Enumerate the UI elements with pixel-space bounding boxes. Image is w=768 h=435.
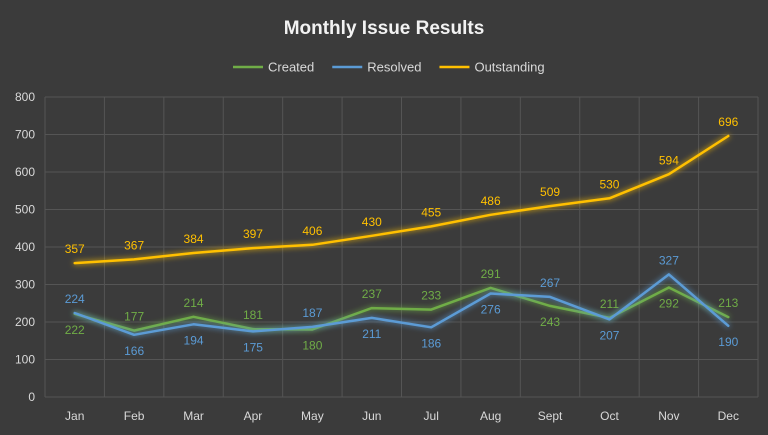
x-tick-label: Sept [538, 409, 563, 423]
data-label-resolved: 211 [362, 327, 381, 341]
data-label-outstanding: 530 [599, 177, 619, 191]
data-label-resolved: 194 [184, 333, 204, 347]
x-tick-label: Apr [244, 409, 263, 423]
data-label-outstanding: 594 [659, 153, 679, 167]
data-label-created: 213 [718, 296, 738, 310]
legend-label-outstanding: Outstanding [474, 60, 544, 75]
data-label-outstanding: 486 [481, 194, 501, 208]
data-label-created: 181 [243, 308, 263, 322]
data-label-outstanding: 509 [540, 185, 560, 199]
x-tick-label: Nov [658, 409, 679, 423]
x-axis: Jan Feb Mar Apr May Jun Jul Aug Sept Oct Nov Dec [65, 409, 739, 423]
x-tick-label: May [301, 409, 324, 423]
x-tick-label: Jul [424, 409, 439, 423]
data-label-created: 291 [481, 267, 501, 281]
data-label-resolved: 187 [302, 306, 322, 320]
data-label-resolved: 327 [659, 253, 679, 267]
series-line-outstanding [73, 134, 730, 265]
series-line-resolved [73, 273, 730, 337]
y-axis: 0 100 200 300 400 500 600 700 800 [15, 90, 35, 404]
data-label-outstanding: 397 [243, 227, 263, 241]
data-label-created: 177 [124, 310, 144, 324]
data-label-resolved: 175 [243, 340, 263, 354]
data-label-resolved: 276 [481, 303, 501, 317]
x-tick-label: Jun [362, 409, 381, 423]
data-label-resolved: 207 [599, 328, 619, 342]
data-label-created: 233 [421, 289, 441, 303]
data-label-resolved: 224 [65, 292, 85, 306]
y-tick-label: 300 [15, 278, 35, 292]
series-group: 222 177 214 181 180 237 233 291 243 211 292 213 224 1… [65, 115, 739, 358]
x-tick-label: Feb [124, 409, 145, 423]
data-label-created: 214 [184, 296, 204, 310]
legend-label-resolved: Resolved [367, 60, 421, 75]
data-label-outstanding: 406 [302, 224, 322, 238]
legend: Created Resolved Outstanding [233, 60, 545, 75]
x-tick-label: Aug [480, 409, 501, 423]
y-tick-label: 200 [15, 315, 35, 329]
chart-title: Monthly Issue Results [284, 18, 485, 39]
data-label-outstanding: 455 [421, 205, 441, 219]
data-label-resolved: 190 [718, 335, 738, 349]
legend-label-created: Created [268, 60, 314, 75]
data-label-created: 211 [600, 297, 619, 311]
data-label-created: 237 [362, 287, 382, 301]
data-label-outstanding: 430 [362, 215, 382, 229]
x-tick-label: Dec [718, 409, 739, 423]
gridlines [44, 96, 759, 398]
data-label-resolved: 186 [421, 336, 441, 350]
y-tick-label: 500 [15, 203, 35, 217]
y-tick-label: 700 [15, 128, 35, 142]
x-tick-label: Jan [65, 409, 84, 423]
data-label-outstanding: 357 [65, 242, 85, 256]
data-label-created: 292 [659, 297, 679, 311]
x-tick-label: Mar [183, 409, 204, 423]
data-label-outstanding: 696 [718, 115, 738, 129]
data-label-resolved: 267 [540, 276, 560, 290]
data-label-created: 243 [540, 315, 560, 329]
data-label-created: 222 [65, 323, 85, 337]
y-tick-label: 0 [28, 390, 35, 404]
data-label-created: 180 [302, 339, 322, 353]
data-label-outstanding: 384 [184, 232, 204, 246]
data-label-resolved: 166 [124, 344, 144, 358]
y-tick-label: 100 [15, 353, 35, 367]
data-label-outstanding: 367 [124, 238, 144, 252]
y-tick-label: 400 [15, 240, 35, 254]
y-tick-label: 600 [15, 165, 35, 179]
x-tick-label: Oct [600, 409, 619, 423]
y-tick-label: 800 [15, 90, 35, 104]
